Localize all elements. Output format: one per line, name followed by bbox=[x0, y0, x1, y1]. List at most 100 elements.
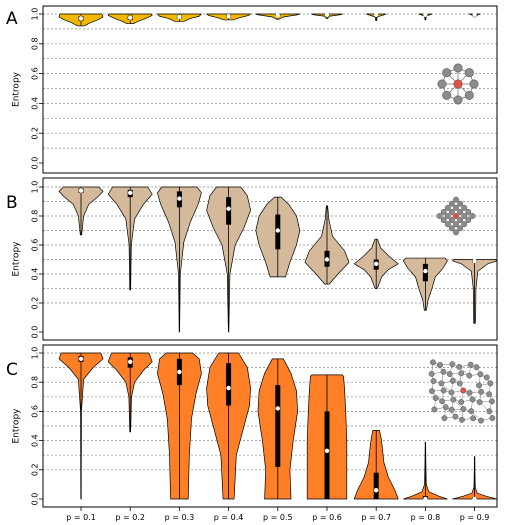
violin-median bbox=[275, 406, 280, 411]
inset-node bbox=[437, 79, 447, 89]
inset-node bbox=[478, 388, 485, 395]
inset-node bbox=[430, 378, 437, 384]
y-axis-label: Entropy bbox=[12, 408, 22, 444]
inset-node bbox=[436, 213, 443, 219]
inset-node bbox=[457, 200, 464, 207]
y-tick-label: 0.8 bbox=[31, 376, 40, 389]
inset-node bbox=[470, 415, 477, 422]
inset-node bbox=[461, 221, 468, 228]
inset-node bbox=[473, 364, 480, 371]
y-tick-label: 0.4 bbox=[31, 434, 40, 447]
inset-node bbox=[444, 213, 451, 219]
violin-iqr-box bbox=[275, 385, 281, 467]
inset-node bbox=[437, 361, 443, 368]
y-tick-label: 1.0 bbox=[31, 181, 40, 194]
inset-node bbox=[448, 217, 455, 224]
violin-median bbox=[226, 206, 231, 211]
x-tick-label: p = 0.3 bbox=[165, 513, 195, 522]
inset-node bbox=[442, 404, 449, 411]
inset-network-b bbox=[436, 196, 476, 236]
violin-median bbox=[128, 15, 133, 20]
inset-node bbox=[453, 63, 463, 73]
inset-node bbox=[448, 389, 455, 396]
inset-node bbox=[477, 371, 484, 378]
inset-node bbox=[450, 396, 457, 403]
inset-node bbox=[458, 416, 465, 423]
panel-frame bbox=[42, 5, 498, 174]
violin-median bbox=[374, 261, 379, 267]
inset-node bbox=[453, 229, 459, 236]
inset-node bbox=[440, 217, 447, 224]
y-tick-label: 0.2 bbox=[31, 463, 40, 476]
inset-node bbox=[465, 217, 472, 224]
inset-node bbox=[461, 204, 468, 211]
violin-median bbox=[324, 12, 330, 17]
x-tick-label: p = 0.2 bbox=[115, 513, 145, 522]
violin-median bbox=[472, 496, 477, 502]
violin-median bbox=[177, 369, 182, 375]
inset-center-node bbox=[453, 79, 463, 89]
inset-node bbox=[442, 90, 452, 100]
inset-node bbox=[438, 380, 445, 387]
inset-node bbox=[465, 208, 472, 215]
inset-node bbox=[453, 95, 463, 105]
inset-node bbox=[466, 372, 473, 379]
violin-median bbox=[472, 12, 477, 17]
violin-iqr-box bbox=[373, 472, 379, 499]
inset-node bbox=[453, 221, 459, 228]
inset-node bbox=[458, 370, 465, 377]
violin-median bbox=[472, 258, 477, 264]
panel-letter: C bbox=[6, 360, 18, 380]
y-tick-label: 0.0 bbox=[31, 493, 40, 506]
inset-network-c bbox=[428, 359, 496, 424]
panel-frame bbox=[42, 344, 498, 508]
inset-node bbox=[466, 389, 473, 396]
violin-median bbox=[324, 257, 330, 262]
y-tick-label: 0.0 bbox=[31, 326, 40, 339]
violin-median bbox=[275, 13, 280, 18]
inset-node bbox=[440, 387, 447, 394]
violin-median bbox=[128, 190, 133, 195]
x-tick-label: p = 0.7 bbox=[361, 513, 391, 522]
inset-node bbox=[452, 413, 459, 420]
inset-node bbox=[457, 225, 464, 232]
inset-node bbox=[440, 368, 447, 375]
inset-node bbox=[444, 204, 451, 211]
inset-node bbox=[448, 200, 455, 207]
y-axis-label: Entropy bbox=[12, 71, 22, 107]
inset-node bbox=[489, 398, 495, 405]
inset-node bbox=[464, 68, 474, 78]
inset-node bbox=[439, 398, 446, 405]
inset-node bbox=[446, 371, 453, 378]
violin-median bbox=[275, 228, 280, 233]
y-tick-label: 0.4 bbox=[31, 97, 40, 110]
y-tick-label: 0.6 bbox=[31, 239, 40, 252]
y-axis-label: Entropy bbox=[12, 241, 22, 277]
inset-node bbox=[476, 399, 483, 406]
inset-node bbox=[469, 79, 479, 89]
inset-node bbox=[464, 90, 474, 100]
inset-node bbox=[428, 370, 435, 377]
panel-letter: B bbox=[6, 193, 18, 213]
panel-frame bbox=[42, 177, 498, 341]
violin-median bbox=[423, 268, 428, 274]
panel-letter: A bbox=[6, 9, 18, 29]
inset-node bbox=[457, 217, 464, 224]
x-tick-label: p = 0.9 bbox=[460, 513, 490, 522]
x-tick-label: p = 0.5 bbox=[263, 513, 293, 522]
y-tick-label: 1.0 bbox=[31, 347, 40, 360]
inset-node bbox=[432, 395, 439, 402]
inset-network-a bbox=[437, 63, 479, 105]
inset-node bbox=[448, 208, 455, 215]
inset-node bbox=[489, 415, 496, 422]
violin-median bbox=[78, 356, 84, 362]
x-tick-label: p = 0.4 bbox=[214, 513, 244, 522]
inset-node bbox=[460, 406, 467, 413]
violin-median bbox=[177, 196, 182, 201]
violin-median bbox=[226, 14, 231, 19]
y-tick-label: 0.0 bbox=[31, 157, 40, 170]
panel-b: 0.0 0.2 0.4 0.6 0.8 1.0 Entropy B bbox=[6, 177, 498, 341]
y-tick-label: 0.8 bbox=[31, 210, 40, 223]
x-tick-label: p = 0.6 bbox=[312, 513, 342, 522]
